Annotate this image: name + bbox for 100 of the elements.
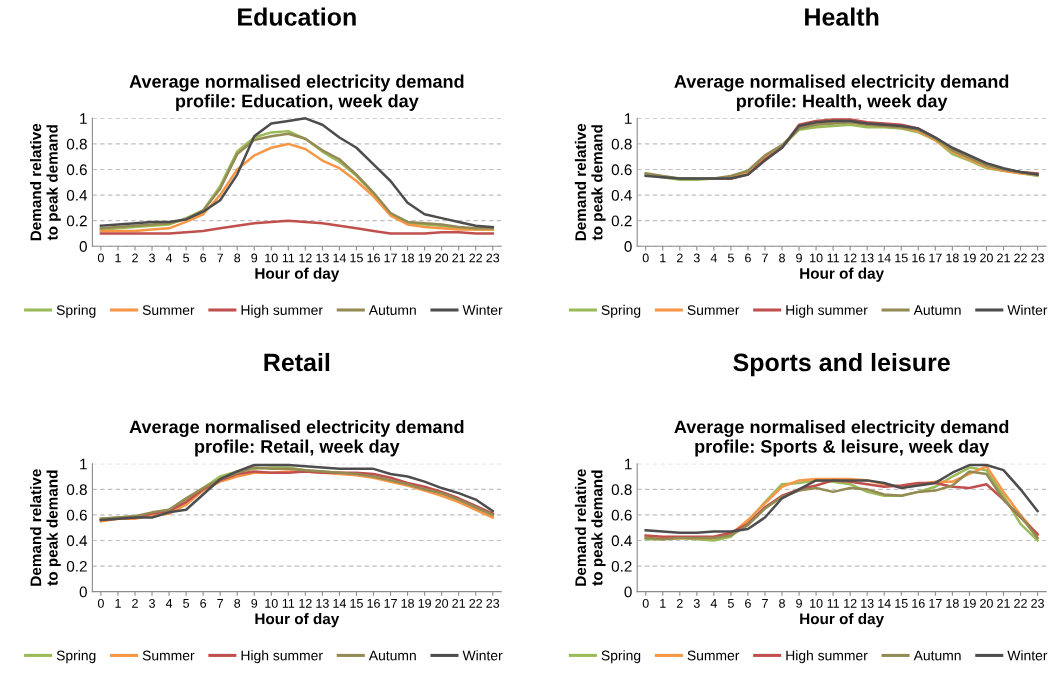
x-tick-label: 8 [234, 253, 241, 263]
x-tick-label: 11 [827, 599, 839, 608]
x-tick-label: 15 [350, 253, 363, 263]
x-tick-label: 16 [367, 253, 380, 263]
x-tick-label: 14 [333, 599, 347, 608]
y-tick-label: 1 [625, 113, 632, 124]
legend-label: Winter [1007, 650, 1048, 661]
y-tick-label: 0 [624, 241, 632, 252]
x-tick-label: 7 [762, 599, 768, 608]
x-tick-label: 22 [1014, 598, 1027, 608]
y-tick-label: 0.2 [66, 215, 87, 227]
x-tick-label: 13 [861, 253, 874, 263]
y-axis-title: Demand relative to peak demand [30, 469, 61, 586]
x-tick-label: 3 [693, 598, 700, 608]
legend-label: Summer [142, 305, 195, 315]
x-tick-label: 21 [452, 253, 466, 263]
legend-label: Winter [462, 650, 503, 661]
x-tick-label: 10 [810, 253, 823, 263]
x-tick-label: 1 [660, 253, 666, 263]
x-tick-label: 12 [299, 598, 312, 608]
x-tick-label: 13 [861, 598, 874, 608]
x-tick-label: 7 [217, 599, 224, 608]
x-tick-label: 13 [316, 253, 329, 263]
chart-title: Sports and leisure [733, 352, 950, 377]
legend-label: Spring [601, 304, 641, 318]
x-axis-title: Hour of day [800, 613, 884, 628]
x-tick-label: 2 [132, 598, 138, 608]
x-tick-label: 18 [401, 598, 414, 608]
x-tick-label: 5 [727, 599, 734, 608]
x-tick-label: 13 [316, 598, 329, 608]
x-tick-label: 11 [282, 599, 295, 608]
x-tick-label: 4 [165, 599, 173, 608]
legend-label: High summer [786, 650, 868, 664]
x-tick-label: 15 [350, 599, 363, 608]
chart-subtitle: Average normalised electricity demand profile: Health, week day [674, 74, 1009, 111]
x-tick-label: 5 [183, 599, 190, 608]
y-tick-label: 0.6 [611, 509, 632, 521]
x-tick-label: 20 [980, 598, 993, 608]
x-tick-label: 9 [796, 253, 802, 263]
x-tick-label: 11 [827, 253, 839, 263]
x-tick-label: 12 [844, 598, 857, 608]
x-tick-label: 21 [997, 598, 1010, 608]
x-axis-title: Hour of day [255, 613, 340, 628]
x-tick-label: 6 [745, 253, 751, 263]
legend-label: Summer [687, 305, 740, 315]
x-tick-label: 9 [796, 598, 802, 608]
x-tick-label: 14 [333, 253, 347, 263]
y-tick-label: 0.2 [611, 560, 632, 572]
x-tick-label: 8 [779, 253, 785, 263]
x-tick-label: 14 [878, 253, 891, 263]
x-tick-label: 20 [435, 598, 449, 608]
x-tick-label: 0 [97, 253, 104, 263]
x-tick-label: 22 [469, 598, 483, 608]
x-tick-label: 16 [912, 253, 925, 263]
x-tick-label: 3 [693, 253, 700, 263]
x-tick-label: 4 [165, 253, 173, 263]
x-tick-label: 2 [132, 253, 138, 263]
y-tick-label: 0.4 [611, 535, 632, 547]
legend-label: Autumn [913, 305, 961, 315]
chart-subtitle: Average normalised electricity demand profile: Retail, week day [129, 420, 464, 457]
x-tick-label: 9 [251, 253, 258, 263]
x-tick-label: 21 [997, 253, 1010, 263]
y-tick-label: 0.8 [611, 138, 632, 150]
legend-label: Winter [1007, 304, 1048, 315]
legend-label: High summer [241, 304, 323, 318]
x-tick-label: 23 [1031, 598, 1044, 608]
x-tick-label: 1 [660, 599, 666, 608]
x-tick-label: 20 [980, 253, 993, 263]
y-tick-label: 1 [625, 458, 632, 470]
y-tick-label: 0.4 [611, 189, 632, 201]
chart-title: Health [805, 7, 879, 26]
y-axis-title: Demand relative to peak demand [574, 469, 606, 586]
chart-subtitle: Average normalised electricity demand profile: Education, week day [129, 74, 464, 111]
x-tick-label: 23 [486, 598, 500, 608]
y-tick-label: 0.8 [611, 484, 632, 496]
x-tick-label: 1 [115, 599, 121, 608]
x-tick-label: 17 [929, 253, 942, 263]
legend-label: Spring [56, 304, 96, 318]
x-tick-label: 17 [929, 599, 942, 608]
x-tick-label: 3 [149, 598, 155, 608]
legend-label: High summer [241, 650, 323, 664]
legend-label: Autumn [913, 650, 961, 661]
x-tick-label: 19 [963, 253, 976, 263]
x-tick-label: 11 [282, 253, 295, 263]
x-tick-label: 14 [878, 599, 891, 608]
x-tick-label: 1 [115, 253, 121, 263]
legend-label: Spring [56, 650, 96, 664]
x-tick-label: 6 [745, 598, 751, 608]
x-tick-label: 8 [779, 598, 785, 608]
chart-subtitle: Average normalised electricity demand profile: Sports & leisure, week day [674, 420, 1009, 457]
x-tick-label: 0 [97, 598, 104, 608]
y-tick-label: 0 [79, 586, 87, 598]
x-tick-label: 19 [418, 253, 431, 263]
x-tick-label: 4 [710, 599, 717, 608]
legend-label: Summer [687, 650, 740, 661]
x-tick-label: 16 [912, 598, 925, 608]
y-tick-label: 0 [624, 586, 632, 598]
x-tick-label: 19 [963, 598, 976, 608]
x-tick-label: 21 [452, 598, 466, 608]
legend-label: Autumn [368, 650, 416, 661]
